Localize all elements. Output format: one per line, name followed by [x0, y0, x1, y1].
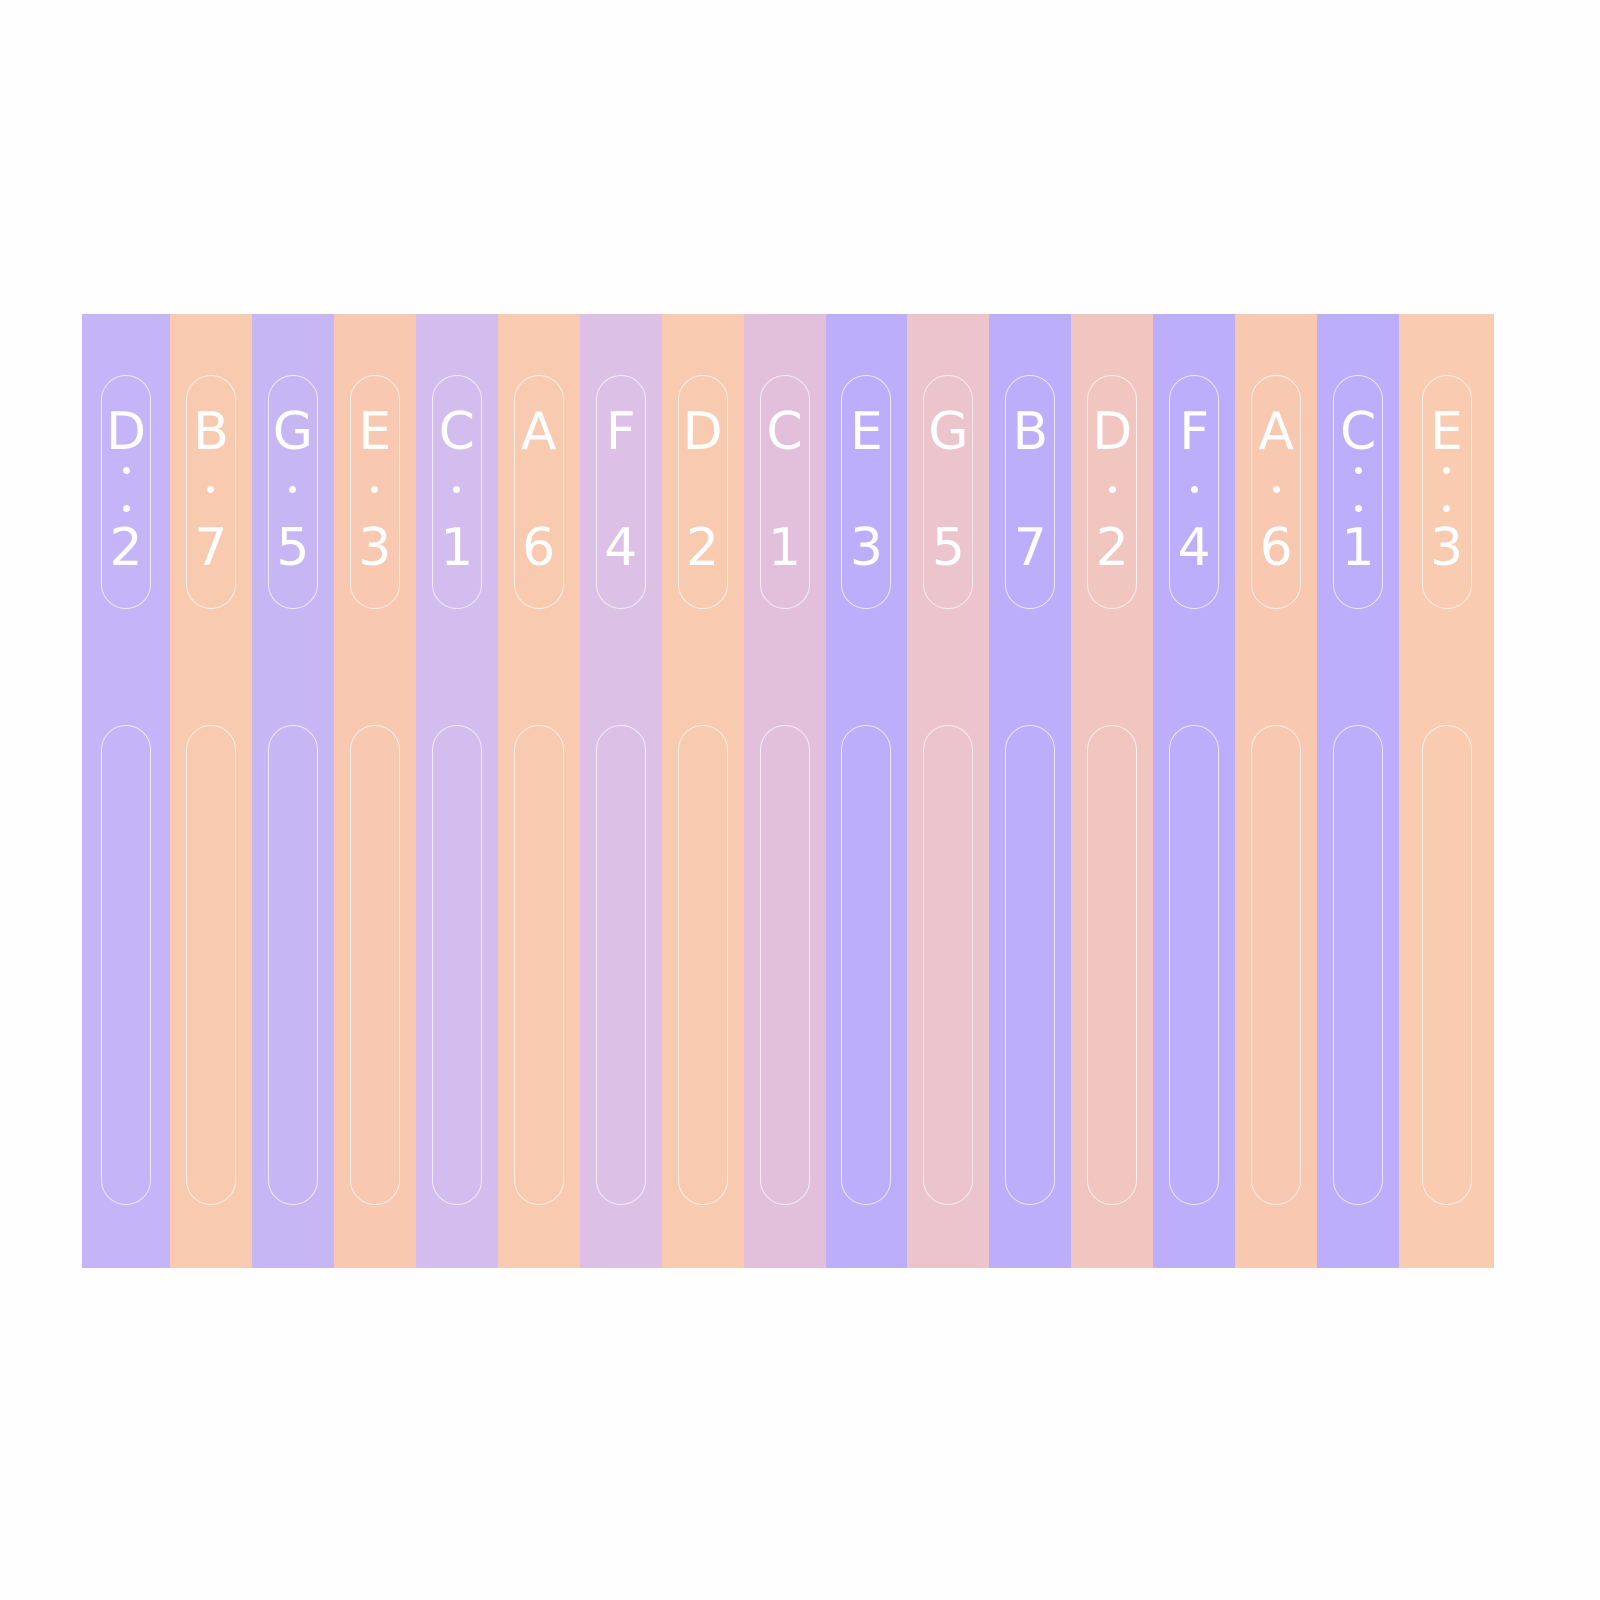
octave-dot [1272, 486, 1280, 493]
note-letter: B [1012, 402, 1049, 462]
octave-dot [289, 486, 297, 493]
note-number: 7 [194, 518, 228, 578]
note-number: 2 [686, 518, 720, 578]
tine-outline [513, 725, 564, 1205]
tine-outline [1005, 725, 1056, 1205]
key-stripe: C 1 [743, 314, 826, 1268]
note-number: 7 [1013, 518, 1047, 578]
octave-dot [371, 486, 379, 493]
kalimba-note-sticker: D 2 B 7 G 5 E 3 C 1 A 6 F 4 D 2 C 1 E [82, 314, 1495, 1268]
note-number: 2 [1095, 518, 1129, 578]
key-stripe: B 7 [170, 314, 252, 1268]
octave-dot [122, 505, 130, 512]
note-label-outline [923, 375, 974, 609]
key-stripe: A 6 [1235, 314, 1318, 1268]
note-label-outline [1251, 375, 1302, 609]
note-number: 3 [849, 518, 884, 578]
octave-dot [453, 486, 461, 493]
octave-dot [1354, 505, 1362, 512]
tine-outline [677, 725, 728, 1205]
octave-dot [1443, 467, 1451, 474]
key-stripe: D 2 [82, 314, 170, 1268]
note-letter: B [193, 402, 229, 462]
note-label-outline [101, 375, 151, 609]
note-number: 1 [440, 518, 474, 578]
tine-outline [1087, 725, 1138, 1205]
note-number: 5 [931, 518, 965, 578]
key-stripe: B 7 [989, 314, 1072, 1268]
key-stripe: E 3 [1399, 314, 1495, 1268]
note-label-outline [185, 375, 236, 609]
note-letter: C [1339, 402, 1377, 462]
octave-dot [1443, 505, 1451, 512]
tine-outline [349, 725, 400, 1205]
note-label-outline [1421, 375, 1472, 609]
note-number: 1 [767, 518, 802, 578]
tine-outline [759, 725, 810, 1205]
key-stripe: C 1 [1317, 314, 1400, 1268]
note-number: 4 [1177, 518, 1211, 578]
note-number: 3 [1430, 518, 1464, 578]
note-label-outline [267, 375, 318, 609]
key-stripe: G 5 [907, 314, 990, 1268]
key-stripe: C 1 [415, 314, 498, 1268]
note-letter: G [272, 402, 314, 462]
note-label-outline [431, 375, 482, 609]
note-letter: C [438, 402, 475, 462]
tine-outline [595, 725, 646, 1205]
octave-dot [1190, 486, 1198, 493]
note-number: 6 [1259, 518, 1293, 578]
key-stripe: E 3 [333, 314, 416, 1268]
note-number: 6 [522, 518, 556, 578]
note-number: 3 [358, 518, 392, 578]
note-label-outline [1169, 375, 1220, 609]
note-label-outline [1087, 375, 1138, 609]
note-letter: A [1258, 402, 1294, 462]
tine-outline [1333, 725, 1384, 1205]
note-number: 1 [1341, 518, 1375, 578]
tine-outline [1251, 725, 1302, 1205]
key-stripe: F 4 [1153, 314, 1236, 1268]
note-letter: E [1430, 402, 1463, 462]
tine-outline [841, 725, 892, 1205]
note-label-outline [841, 375, 892, 609]
tine-outline [923, 725, 974, 1205]
key-stripe: A 6 [497, 314, 580, 1268]
note-label-outline [1333, 375, 1384, 609]
tine-outline [431, 725, 482, 1205]
key-stripe: E 3 [825, 314, 908, 1268]
key-stripe: D 2 [661, 314, 744, 1268]
key-stripe: F 4 [579, 314, 662, 1268]
note-number: 4 [604, 518, 638, 578]
octave-dot [207, 486, 215, 493]
octave-dot [1354, 467, 1362, 474]
octave-dot [1108, 486, 1116, 493]
note-number: 2 [109, 518, 143, 578]
note-letter: E [358, 402, 392, 462]
tine-outline [1421, 725, 1472, 1205]
note-label-outline [1005, 375, 1056, 609]
note-letter: D [682, 402, 723, 462]
note-label-outline [595, 375, 646, 609]
note-number: 5 [276, 518, 310, 578]
key-stripe: G 5 [251, 314, 334, 1268]
note-letter: F [605, 402, 636, 462]
tine-outline [185, 725, 236, 1205]
octave-dot [122, 467, 130, 474]
note-label-outline [677, 375, 728, 609]
note-letter: D [1092, 402, 1133, 462]
note-letter: E [850, 402, 883, 462]
tine-outline [101, 725, 151, 1205]
note-letter: D [105, 402, 147, 462]
tine-outline [267, 725, 318, 1205]
note-letter: C [766, 402, 803, 462]
note-label-outline [349, 375, 400, 609]
note-letter: F [1179, 402, 1210, 462]
key-stripe: D 2 [1071, 314, 1154, 1268]
note-letter: A [520, 402, 557, 462]
tine-outline [1169, 725, 1220, 1205]
note-label-outline [513, 375, 564, 609]
note-label-outline [759, 375, 810, 609]
note-letter: G [928, 402, 969, 462]
